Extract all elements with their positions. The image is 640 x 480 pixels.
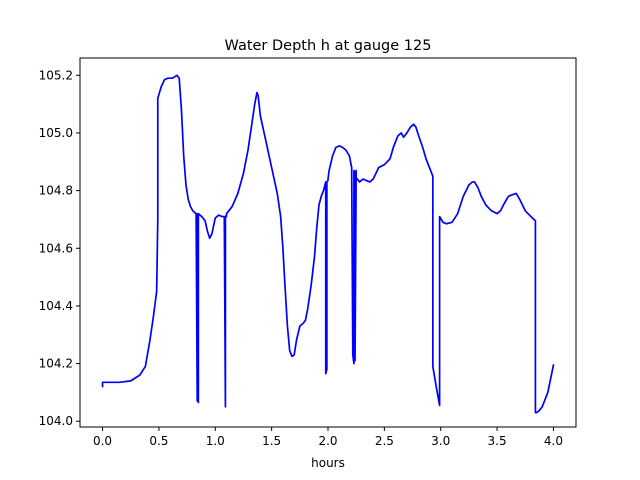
x-tick-label: 0.5 bbox=[149, 434, 168, 448]
y-tick-label: 104.4 bbox=[39, 299, 73, 313]
series-line-0 bbox=[101, 74, 555, 414]
x-tick-label: 4.0 bbox=[544, 434, 563, 448]
y-axis: 104.0 104.2 104.4 104.6 104.8 105.0 105.2 bbox=[39, 68, 80, 428]
x-tick-label: 3.5 bbox=[488, 434, 507, 448]
y-tick-label: 105.0 bbox=[39, 126, 73, 140]
y-tick-label: 105.2 bbox=[39, 68, 73, 82]
y-tick-label: 104.2 bbox=[39, 357, 73, 371]
x-tick-label: 3.0 bbox=[431, 434, 450, 448]
series-layer bbox=[101, 74, 555, 414]
y-tick-label: 104.8 bbox=[39, 184, 73, 198]
y-tick-label: 104.0 bbox=[39, 414, 73, 428]
x-axis-label: hours bbox=[311, 456, 345, 470]
y-tick-label: 104.6 bbox=[39, 241, 73, 255]
chart-title: Water Depth h at gauge 125 bbox=[225, 38, 432, 54]
x-tick-label: 1.0 bbox=[206, 434, 225, 448]
x-axis: 0.0 0.5 1.0 1.5 2.0 2.5 3.0 3.5 4.0 bbox=[93, 427, 563, 448]
x-tick-label: 1.5 bbox=[262, 434, 281, 448]
x-tick-label: 0.0 bbox=[93, 434, 112, 448]
x-tick-label: 2.0 bbox=[318, 434, 337, 448]
x-tick-label: 2.5 bbox=[375, 434, 394, 448]
